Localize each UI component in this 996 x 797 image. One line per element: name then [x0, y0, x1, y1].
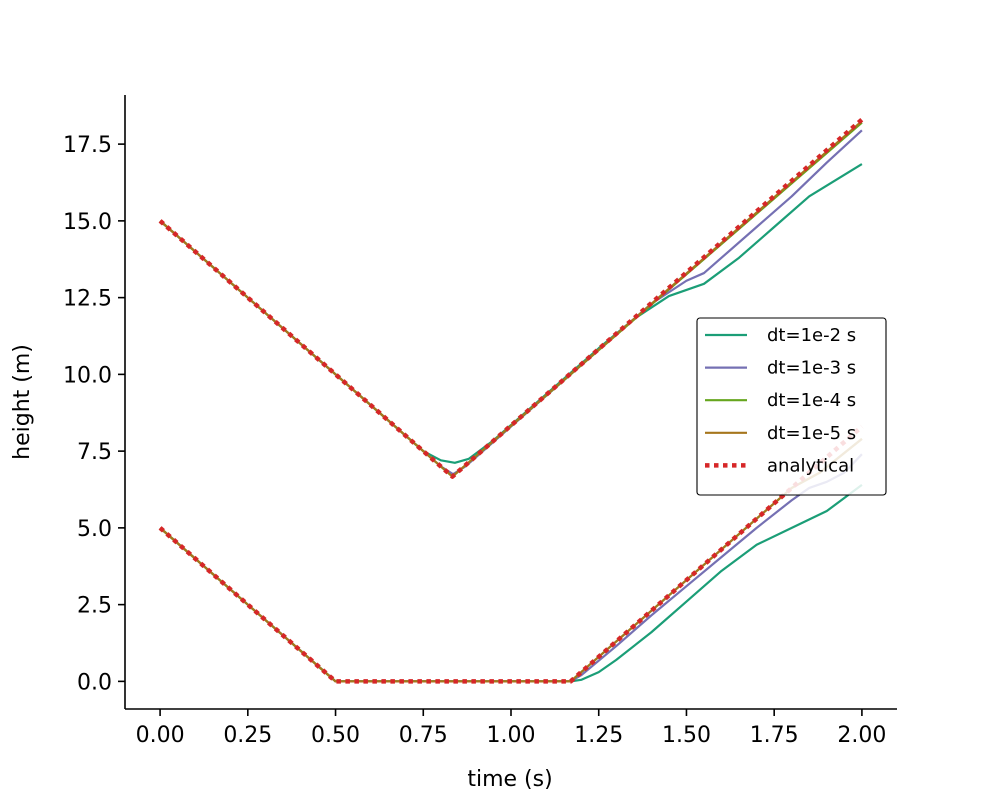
y-tick-label: 15.0 — [63, 210, 112, 235]
legend-label-dt-1e-2-s: dt=1e-2 s — [767, 325, 856, 346]
series-line-dt-1e-2-s-2 — [159, 484, 863, 683]
legend-label-dt-1e-4-s: dt=1e-4 s — [767, 390, 856, 411]
legend-label-dt-1e-5-s: dt=1e-5 s — [767, 423, 856, 444]
axes: 0.00 0.25 0.50 0.75 1.00 1.25 1.50 1.75 2.00 0.0 2… — [63, 95, 897, 748]
y-tick-label: 17.5 — [63, 133, 112, 158]
legend-frame — [696, 317, 887, 496]
y-tick-label: 12.5 — [63, 287, 112, 312]
x-tick-label: 1.75 — [750, 723, 799, 748]
series-layer — [158, 117, 864, 684]
y-axis-label: height (m) — [10, 344, 35, 460]
x-tick-label: 0.50 — [311, 723, 360, 748]
legend-label-dt-1e-3-s: dt=1e-3 s — [767, 358, 856, 379]
y-tick-label: 2.5 — [77, 594, 112, 619]
y-tick-label: 5.0 — [77, 517, 112, 542]
x-tick-label: 1.00 — [487, 723, 536, 748]
series-line-analytical-1 — [158, 117, 864, 479]
x-axis-label: time (s) — [467, 767, 552, 792]
x-tick-label: 2.00 — [837, 723, 886, 748]
x-tick-label: 1.25 — [574, 723, 623, 748]
x-tick-label: 1.50 — [662, 723, 711, 748]
legend-label-analytical: analytical — [767, 455, 854, 476]
y-tick-label: 0.0 — [77, 670, 112, 695]
x-tick-label: 0.75 — [399, 723, 448, 748]
x-tick-label: 0.00 — [136, 723, 185, 748]
y-tick-label: 10.0 — [63, 363, 112, 388]
y-tick-label: 7.5 — [77, 440, 112, 465]
legend: dt=1e-2 s dt=1e-3 s dt=1e-4 s dt=1e-5 s anal… — [696, 317, 887, 496]
x-tick-label: 0.25 — [223, 723, 272, 748]
